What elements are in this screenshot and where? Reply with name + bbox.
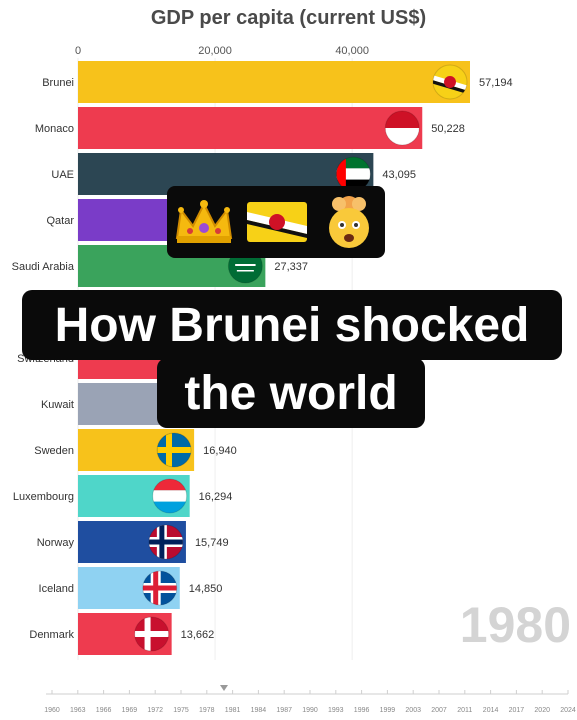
luxembourg-flag-icon [152,478,188,514]
bar-brunei [78,61,470,103]
timeline-label: 2014 [483,707,499,714]
denmark-flag-icon [134,616,170,652]
timeline-label: 2011 [457,707,472,714]
category-label: UAE [51,169,74,181]
timeline-label: 2020 [534,707,550,714]
monaco-flag-icon [384,110,420,146]
iceland-flag-icon [142,570,178,606]
timeline-label: 1987 [276,707,292,714]
chart-title: GDP per capita (current US$) [150,7,427,29]
value-label: 50,228 [431,123,465,135]
year-label: 1980 [459,597,571,653]
value-label: 57,194 [479,77,513,89]
headline-line1: How Brunei shocked [22,290,562,360]
x-tick-label: 20,000 [198,45,232,57]
brunei-flag-icon [432,64,468,100]
timeline-label: 2007 [431,707,447,714]
value-label: 15,749 [195,537,229,549]
value-label: 16,294 [199,491,233,503]
timeline-label: 1978 [199,707,215,714]
value-label: 43,095 [382,169,416,181]
timeline-label: 2024 [560,707,576,714]
timeline-label: 2017 [509,707,525,714]
value-label: 13,662 [181,629,215,641]
emoji-banner [167,186,385,258]
crown-emoji-icon [175,200,232,243]
category-label: Denmark [29,629,74,641]
x-tick-label: 40,000 [335,45,369,57]
category-label: Iceland [39,583,74,595]
category-label: Monaco [35,123,74,135]
category-label: Brunei [42,77,74,89]
bar-monaco [78,107,423,149]
value-label: 27,337 [274,261,308,273]
timeline-label: 2003 [405,707,421,714]
category-label: Luxembourg [13,491,74,503]
timeline-label: 1963 [70,707,86,714]
timeline-label: 1996 [354,707,370,714]
timeline-label: 1993 [328,707,344,714]
exploding-head-emoji-icon [329,196,370,248]
headline-line2: the world [157,358,425,428]
timeline-label: 1960 [44,707,60,714]
timeline-label: 1969 [122,707,138,714]
timeline-label: 1966 [96,707,112,714]
sweden-flag-icon [156,432,192,468]
norway-flag-icon [148,524,184,560]
timeline-marker [220,685,228,691]
value-label: 16,940 [203,445,237,457]
timeline-label: 1972 [147,707,163,714]
category-label: Sweden [34,445,74,457]
category-label: Norway [37,537,75,549]
timeline-label: 1990 [302,707,318,714]
x-tick-label: 0 [75,45,81,57]
brunei-flag-emoji-icon [246,202,307,242]
category-label: Kuwait [41,399,74,411]
timeline-label: 1981 [225,707,241,714]
value-label: 14,850 [189,583,223,595]
category-label: Qatar [46,215,74,227]
category-label: Saudi Arabia [12,261,75,273]
timeline-label: 1984 [251,707,267,714]
timeline-label: 1975 [173,707,189,714]
timeline-label: 1999 [380,707,396,714]
